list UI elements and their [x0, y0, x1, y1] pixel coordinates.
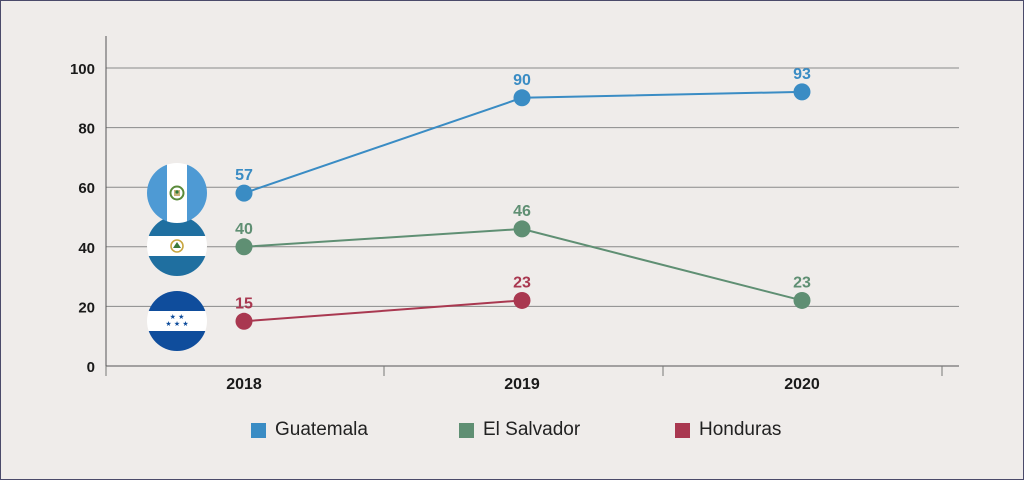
data-label-guatemala: 90	[513, 72, 531, 89]
honduras-flag-icon: ★ ★ ★ ★ ★	[147, 291, 207, 351]
y-tick-label: 100	[70, 61, 95, 78]
y-tick-label: 40	[78, 240, 95, 257]
data-label-guatemala: 57	[235, 167, 253, 184]
data-point-honduras	[235, 312, 253, 330]
legend-item-el-salvador: El Salvador	[459, 419, 580, 441]
legend: Guatemala El Salvador Honduras	[1, 419, 1024, 449]
data-point-guatemala	[513, 89, 531, 107]
data-point-guatemala	[235, 184, 253, 202]
legend-swatch-guatemala	[251, 422, 266, 438]
data-label-honduras: 23	[513, 274, 531, 291]
data-point-el-salvador	[235, 238, 253, 256]
x-tick-label: 2019	[504, 376, 540, 393]
legend-swatch-el-salvador	[459, 422, 474, 438]
x-tick-label: 2020	[784, 376, 820, 393]
svg-text:★ ★ ★: ★ ★ ★	[165, 320, 188, 328]
data-label-honduras: 15	[235, 295, 253, 312]
legend-label-guatemala: Guatemala	[275, 419, 368, 440]
data-point-el-salvador	[793, 291, 811, 309]
data-label-guatemala: 93	[793, 66, 811, 83]
data-point-honduras	[513, 291, 531, 309]
y-tick-label: 0	[87, 359, 95, 376]
legend-item-guatemala: Guatemala	[251, 419, 368, 441]
y-axis-ticks: 0 20 40 60 80 100	[70, 61, 95, 376]
series-line-honduras	[243, 299, 523, 323]
series-line-guatemala	[243, 90, 803, 195]
data-point-guatemala	[793, 83, 811, 101]
legend-label-honduras: Honduras	[699, 419, 782, 440]
x-tick-label: 2018	[226, 376, 262, 393]
y-tick-label: 60	[78, 180, 95, 197]
legend-label-el-salvador: El Salvador	[483, 419, 581, 440]
y-tick-label: 80	[78, 121, 95, 138]
gridlines	[106, 67, 959, 307]
x-axis-ticks: 2018 2019 2020	[226, 376, 820, 393]
data-label-el-salvador: 40	[235, 221, 253, 238]
data-point-el-salvador	[513, 220, 531, 238]
y-tick-label: 20	[78, 299, 95, 316]
guatemala-flag-icon	[147, 163, 207, 223]
legend-item-honduras: Honduras	[675, 419, 781, 441]
svg-text:★ ★: ★ ★	[170, 313, 185, 321]
series-layer: 57 90 93 40 46 23 15 23	[235, 66, 811, 330]
axes	[105, 36, 959, 376]
el-salvador-flag-icon	[147, 216, 207, 276]
data-label-el-salvador: 46	[513, 203, 531, 220]
data-label-el-salvador: 23	[793, 274, 811, 291]
legend-swatch-honduras	[675, 422, 690, 438]
